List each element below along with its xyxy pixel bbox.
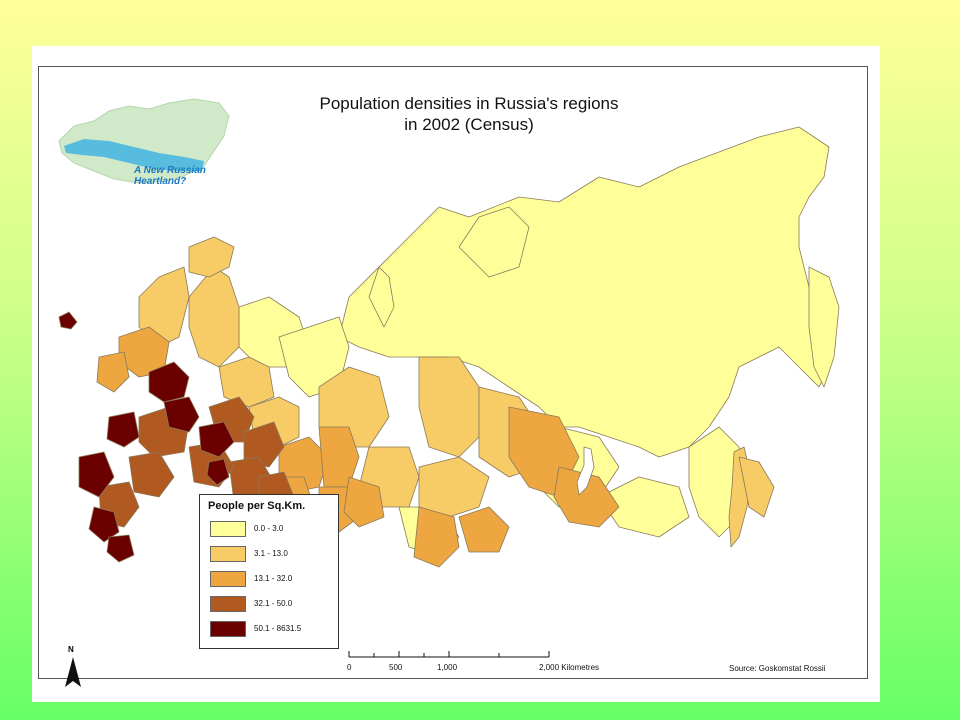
legend-label: 13.1 - 32.0 [254, 574, 293, 583]
slide-frame: Population densities in Russia's regions… [32, 46, 880, 702]
source-credit: Source: Goskomstat Rossii [729, 664, 826, 673]
legend-label: 3.1 - 13.0 [254, 549, 288, 558]
region-kaliningrad [58, 311, 78, 330]
region-tatarstan [198, 421, 235, 458]
region-altai [413, 506, 460, 568]
region-arkhangelsk [188, 266, 240, 368]
scale-label-500: 500 [389, 663, 403, 672]
map-title-line2: in 2002 (Census) [404, 115, 534, 134]
region-rostov [128, 451, 175, 498]
region-kurgan [343, 476, 385, 528]
legend-swatch [210, 546, 246, 562]
legend-label: 32.1 - 50.0 [254, 599, 293, 608]
region-kemerovo [458, 506, 510, 553]
region-vologda [218, 356, 275, 408]
map-title: Population densities in Russia's regions… [289, 93, 649, 135]
region-taimyr [458, 206, 530, 278]
region-maritime [738, 456, 775, 518]
region-moscow [148, 361, 190, 403]
legend: People per Sq.Km. 0.0 - 3.0 3.1 - 13.0 1… [199, 494, 339, 649]
inset-caption: A New Russian Heartland? [134, 165, 206, 187]
region-caucasus-2 [106, 534, 135, 563]
legend-swatch [210, 596, 246, 612]
map-title-line1: Population densities in Russia's regions [319, 94, 619, 113]
legend-label: 0.0 - 3.0 [254, 524, 284, 533]
lake-baikal [576, 446, 595, 496]
north-arrow: N [61, 645, 85, 691]
inset-map: A New Russian Heartland? [54, 91, 234, 201]
region-kamchatka [808, 266, 840, 388]
region-krasnodar-dark [78, 451, 115, 498]
inset-caption-line1: A New Russian [134, 165, 206, 176]
region-pskov [96, 351, 130, 393]
north-label: N [68, 645, 74, 654]
region-krasnoyarsk-south [418, 356, 480, 458]
region-komi [278, 316, 350, 398]
region-sverdlovsk [318, 426, 360, 488]
region-yamal-north [368, 266, 395, 328]
region-belgorod [106, 411, 140, 448]
inset-caption-line2: Heartland? [134, 176, 187, 187]
region-samara-dark [206, 458, 230, 486]
russia-density-map [58, 126, 840, 568]
inset-heartland-band [64, 139, 204, 171]
scale-bar-graphic [348, 651, 550, 658]
legend-swatch [210, 621, 246, 637]
scale-bar: 0 500 1,000 2,000 Kilometres [339, 649, 639, 679]
region-kazan [243, 421, 285, 468]
region-buryatia [553, 466, 620, 528]
region-murmansk [188, 236, 235, 278]
legend-swatch [210, 521, 246, 537]
region-tula [163, 396, 200, 433]
legend-swatch [210, 571, 246, 587]
region-east-siberia [338, 126, 830, 458]
inset-russia-silhouette [58, 98, 230, 184]
scale-label-0: 0 [347, 663, 352, 672]
region-chita-south [598, 476, 690, 538]
legend-title: People per Sq.Km. [208, 500, 306, 512]
region-novosibirsk [418, 456, 490, 518]
north-arrow-icon [65, 657, 81, 687]
map-panel: Population densities in Russia's regions… [38, 66, 868, 687]
legend-label: 50.1 - 8631.5 [254, 624, 302, 633]
scale-label-2000: 2,000 Kilometres [539, 663, 600, 672]
scale-label-1000: 1,000 [437, 663, 458, 672]
